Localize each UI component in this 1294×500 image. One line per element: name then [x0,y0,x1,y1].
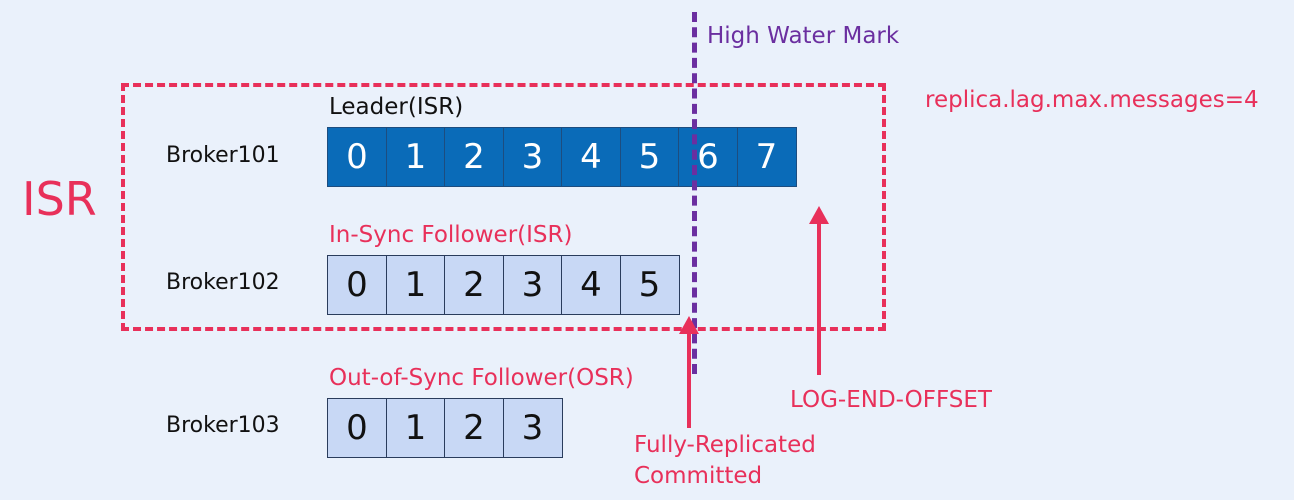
log-offset-cell: 5 [619,127,680,187]
log-end-offset-label: LOG-END-OFFSET [790,387,992,413]
log-offset-cell: 2 [444,398,504,458]
committed-label-line1: Fully-Replicated [634,432,816,458]
log-offset-cell: 6 [678,127,738,187]
broker102-log: 0 1 2 3 4 5 [327,255,680,315]
log-offset-cell: 2 [444,127,504,187]
log-offset-cell: 3 [502,255,563,315]
log-offset-cell: 5 [619,255,680,315]
isr-group-label: ISR [22,172,97,226]
broker101-log: 0 1 2 3 4 5 6 7 [327,127,797,187]
high-water-mark-line [692,12,697,374]
log-offset-cell: 1 [385,127,446,187]
broker102-label: Broker102 [166,270,280,295]
log-offset-cell: 4 [561,255,621,315]
log-offset-cell: 7 [736,127,797,187]
log-offset-cell: 0 [327,398,387,458]
broker103-log: 0 1 2 3 [327,398,563,458]
committed-arrow [679,316,699,428]
committed-label-line2: Committed [634,463,763,489]
leader-role-label: Leader(ISR) [329,94,464,120]
log-offset-cell: 4 [561,127,621,187]
lag-config-label: replica.lag.max.messages=4 [925,87,1259,113]
broker101-label: Broker101 [166,143,280,168]
log-end-offset-arrow [809,206,829,375]
isr-group-box [121,83,886,331]
outsync-follower-role-label: Out-of-Sync Follower(OSR) [329,365,634,391]
insync-follower-role-label: In-Sync Follower(ISR) [329,222,573,248]
log-offset-cell: 2 [444,255,504,315]
broker103-label: Broker103 [166,413,280,438]
log-offset-cell: 3 [502,398,563,458]
log-offset-cell: 3 [502,127,563,187]
high-water-mark-label: High Water Mark [707,23,900,49]
